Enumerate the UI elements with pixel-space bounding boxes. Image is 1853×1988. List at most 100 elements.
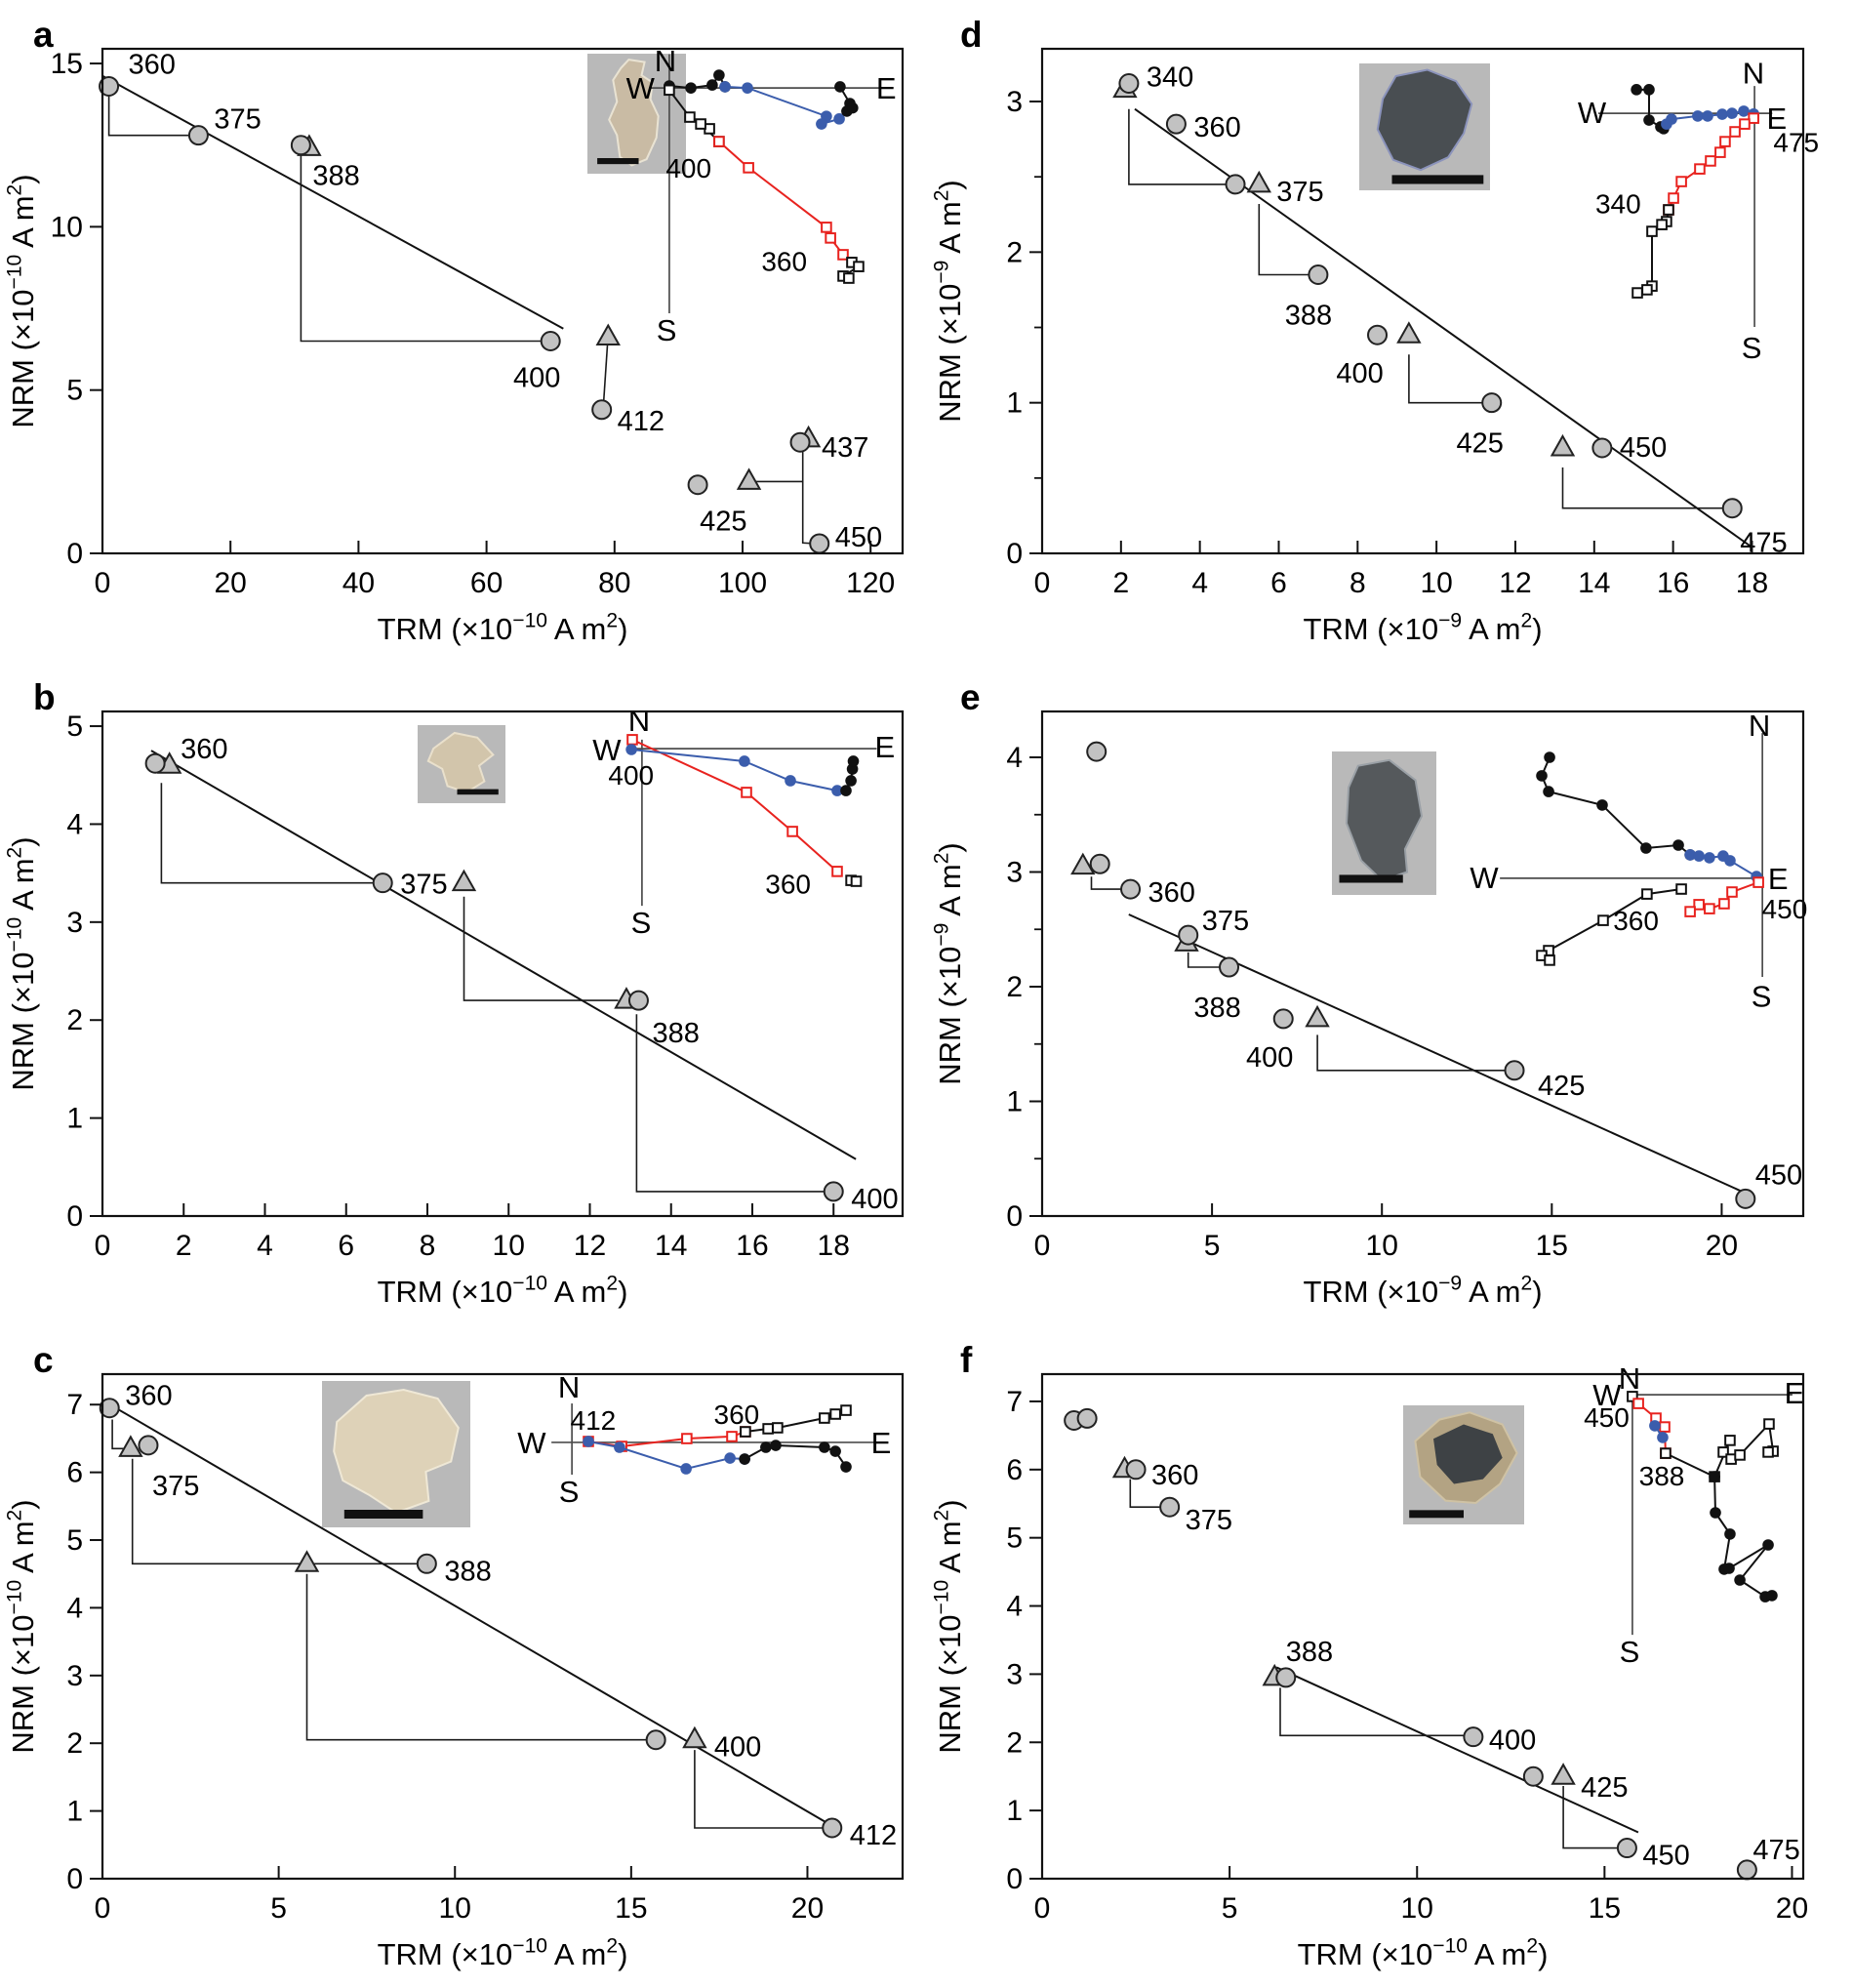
x-tick-label: 0	[1034, 1230, 1051, 1262]
x-tick-label: 40	[342, 567, 375, 599]
inset-point	[1596, 799, 1608, 811]
sample-fragment	[426, 731, 495, 793]
inset-temp-label: 360	[1613, 906, 1659, 936]
y-tick-label: 0	[66, 1200, 83, 1233]
inset-temp-label: 475	[1773, 127, 1819, 157]
ptrm-check-line	[1279, 1687, 1467, 1737]
y-tick-label: 1	[66, 1103, 83, 1135]
y-tick-label: 2	[1006, 971, 1023, 1003]
inset-direction-label: N	[655, 44, 676, 78]
y-tick-label: 5	[1006, 1522, 1023, 1555]
inset-direction-label: E	[876, 71, 897, 105]
best-fit-line	[1128, 913, 1752, 1197]
inset-point	[685, 82, 697, 94]
x-tick-label: 120	[846, 567, 895, 599]
x-tick-label: 0	[95, 1892, 111, 1925]
x-tick-label: 80	[598, 567, 630, 599]
plot-frame	[1040, 1372, 1805, 1881]
inset-direction-label: S	[559, 1475, 580, 1509]
temperature-label: 388	[312, 161, 359, 192]
temperature-label: 425	[1538, 1071, 1585, 1102]
plot-frame	[1040, 710, 1805, 1218]
x-tick-label: 10	[1401, 1892, 1433, 1925]
ptrm-check-line	[1562, 1786, 1621, 1849]
y-axis-title: NRM (×10−9 A m2)	[931, 842, 967, 1085]
y-tick-label: 3	[66, 1660, 83, 1692]
sample-fragment	[608, 59, 660, 167]
temperature-label: 400	[1336, 358, 1383, 389]
zijderveld-inset: NW E S 412 360	[517, 1370, 891, 1509]
data-point-circle	[1504, 1060, 1525, 1081]
temperature-label: 437	[822, 432, 868, 464]
ptrm-check-line	[463, 896, 619, 1001]
panel-letter: a	[33, 15, 54, 55]
inset-point	[583, 1436, 594, 1447]
x-tick-label: 14	[1578, 567, 1610, 599]
y-tick-label: 0	[66, 538, 83, 570]
inset-direction-label: S	[657, 313, 677, 347]
inset-series-line	[631, 738, 838, 872]
x-tick-label: 16	[1657, 567, 1689, 599]
inset-point	[1734, 1574, 1746, 1586]
inset-direction-label: W	[1592, 1378, 1622, 1412]
inset-series-line	[718, 141, 844, 256]
inset-point	[695, 118, 706, 130]
inset-point	[816, 118, 827, 130]
y-axis-title: NRM (×10−9 A m2)	[931, 180, 967, 423]
x-tick-label: 0	[1034, 567, 1051, 599]
inset-temp-label: 412	[571, 1405, 617, 1436]
y-tick-label: 1	[1006, 1086, 1023, 1118]
inset-point	[1739, 118, 1751, 130]
temperature-label: 450	[835, 522, 882, 553]
x-tick-label: 20	[791, 1892, 824, 1925]
data-point-circle	[1086, 741, 1108, 762]
temperature-label: 388	[1285, 300, 1332, 331]
ptrm-check-line	[602, 344, 609, 403]
inset-temp-label: 360	[714, 1400, 760, 1430]
x-axis-title: TRM (×10−9 A m2)	[1303, 1273, 1542, 1309]
inset-point	[850, 875, 863, 887]
data-point-circle	[1522, 1765, 1544, 1787]
inset-point	[724, 1452, 736, 1464]
sample-fragment	[1376, 68, 1473, 172]
ptrm-check-triangle	[451, 869, 477, 892]
best-fit-line	[101, 74, 564, 330]
inset-temp-label: 388	[1639, 1461, 1685, 1491]
x-tick-label: 0	[95, 567, 111, 599]
inset-series-line	[1540, 756, 1691, 856]
y-axis-title: NRM (×10−10 A m2)	[4, 1499, 40, 1753]
inset-point	[1724, 855, 1736, 867]
data-point-circle	[1076, 1407, 1098, 1429]
x-tick-label: 15	[1536, 1230, 1568, 1262]
inset-point	[1631, 84, 1642, 96]
temperature-label: 360	[181, 734, 227, 765]
best-fit-line	[106, 1401, 833, 1827]
ptrm-check-triangle	[1396, 321, 1422, 344]
inset-temp-label: 400	[665, 153, 711, 183]
ptrm-check-line	[1561, 467, 1725, 509]
best-fit-line	[150, 750, 857, 1160]
data-point-circle	[187, 125, 209, 146]
inset-point	[626, 734, 638, 746]
inset-point	[829, 1445, 841, 1457]
inset-point	[770, 1440, 782, 1451]
x-tick-label: 0	[95, 1230, 111, 1262]
y-tick-label: 5	[66, 1524, 83, 1557]
inset-point	[821, 222, 832, 233]
y-tick-label: 1	[1006, 387, 1023, 420]
inset-point	[1627, 1391, 1638, 1402]
temperature-label: 400	[513, 362, 560, 393]
data-point-circle	[1118, 72, 1140, 94]
inset-point	[1649, 1420, 1661, 1432]
inset-point	[684, 111, 696, 123]
data-point-circle	[591, 399, 613, 421]
inset-point	[1646, 225, 1658, 237]
inset-point	[840, 1404, 852, 1416]
scale-bar	[457, 789, 499, 795]
inset-point	[1641, 888, 1653, 900]
inset-point	[1656, 219, 1668, 230]
zijderveld-inset: N W E S 450 360	[1470, 709, 1807, 1014]
sample-fragment	[1345, 758, 1424, 882]
